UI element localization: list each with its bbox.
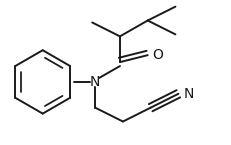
Text: N: N	[90, 75, 100, 89]
Text: O: O	[152, 48, 163, 62]
Text: N: N	[184, 87, 195, 101]
